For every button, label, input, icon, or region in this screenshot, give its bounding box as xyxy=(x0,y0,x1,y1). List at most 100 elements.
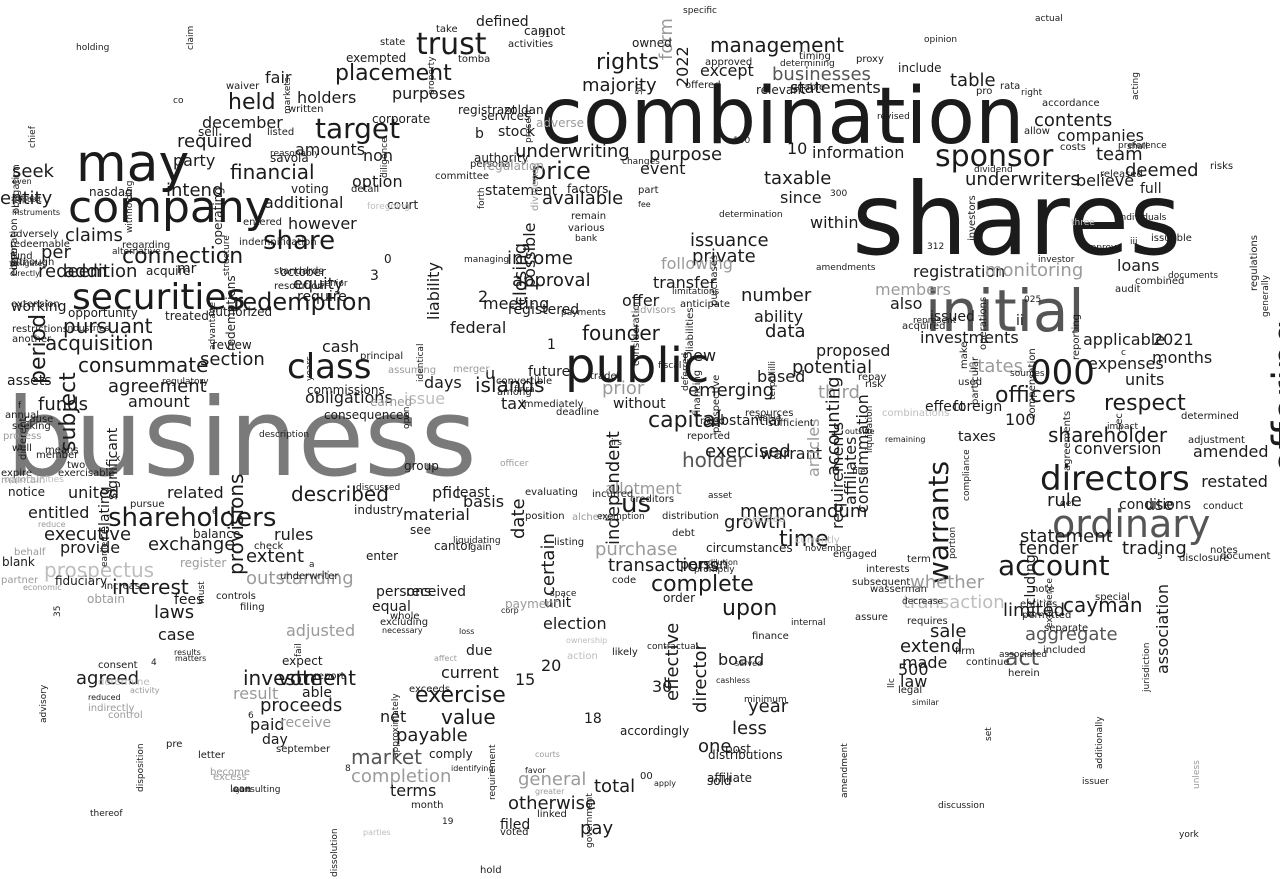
word-35: 35 xyxy=(53,605,63,617)
word-code: code xyxy=(612,575,637,586)
word-liquidating: liquidating xyxy=(453,536,501,546)
word-offering: offering xyxy=(1265,319,1280,474)
word-held: held xyxy=(228,90,276,115)
word-prior: prior xyxy=(602,378,645,399)
word-audit: audit xyxy=(1115,284,1141,295)
word-approximately: approximately xyxy=(391,693,401,759)
word-opportunity: opportunity xyxy=(68,306,138,320)
word-requires: requires xyxy=(907,616,948,627)
word-deposit: deposit xyxy=(12,195,42,204)
word-data: data xyxy=(765,321,806,342)
word-costs: costs xyxy=(1060,142,1086,153)
word-laws: laws xyxy=(154,602,195,623)
word-results: results xyxy=(174,648,201,657)
word-earlier: earlier xyxy=(100,537,110,567)
word-property: property xyxy=(427,56,437,96)
word-shareholder: shareholder xyxy=(1048,423,1168,447)
word-authority: authority xyxy=(474,151,529,165)
word-written: written xyxy=(288,104,324,115)
word-likely: likely xyxy=(612,647,638,658)
word-voted: voted xyxy=(500,827,529,838)
word-present: present xyxy=(524,108,534,143)
word-total: total xyxy=(594,776,636,797)
word-company: company xyxy=(68,182,271,233)
word-unable: unable xyxy=(791,82,826,93)
word-apply: apply xyxy=(654,779,677,788)
word-firm: firm xyxy=(955,646,975,657)
word-unless: unless xyxy=(1192,760,1202,790)
word-persons: persons xyxy=(376,584,432,600)
word-years: years xyxy=(305,356,315,381)
word-combination: combination xyxy=(540,72,1025,162)
word-loss: loss xyxy=(459,627,475,636)
word-additionally: additionally xyxy=(1095,716,1105,769)
word-also: also xyxy=(890,294,923,313)
word-favor: favor xyxy=(525,766,546,775)
word-repay: repay xyxy=(858,372,887,383)
word-extent: extent xyxy=(246,546,305,567)
word-potential: potential xyxy=(792,357,873,378)
word-less: less xyxy=(732,718,767,739)
word-nasdaq: nasdaq xyxy=(89,185,133,199)
word-assure: assure xyxy=(855,612,888,623)
word-united: united xyxy=(68,483,119,502)
word-statement: statement xyxy=(1020,526,1113,547)
word-entity: entity xyxy=(0,188,53,209)
word-include: include xyxy=(898,61,942,75)
word-applicable: applicable xyxy=(1083,330,1166,349)
word-required: required xyxy=(177,131,253,152)
word-6: 6 xyxy=(248,711,254,721)
word-underwriter: underwriter xyxy=(280,571,339,582)
word-well: well xyxy=(12,443,32,454)
word-another: another xyxy=(12,334,52,345)
word-pursuant: pursuant xyxy=(63,314,153,338)
word-paid: paid xyxy=(250,715,285,734)
word-officers: officers xyxy=(995,383,1076,408)
word-october: october xyxy=(280,265,326,279)
word-acquisition: acquisition xyxy=(45,331,154,355)
word-500: 500 xyxy=(898,660,929,679)
word-received: received xyxy=(406,584,467,600)
word-allotment: allotment xyxy=(605,479,682,498)
word-register: register xyxy=(180,556,227,570)
word-distributions: distributions xyxy=(708,748,783,762)
word-principal: principal xyxy=(360,351,404,362)
word-preference: preference xyxy=(1118,141,1167,151)
word-defined: defined xyxy=(476,14,529,30)
word-means: means xyxy=(45,445,79,456)
word-islands: islands xyxy=(475,373,545,397)
word-0: 0 xyxy=(384,252,392,266)
word-listed: listed xyxy=(267,127,295,138)
word-commissions: commissions xyxy=(307,383,385,397)
word-upon: upon xyxy=(722,596,778,621)
word-specific: specific xyxy=(683,6,718,16)
word-state: state xyxy=(380,37,406,48)
word-warrants: warrants xyxy=(922,461,955,585)
word-issuance: issuance xyxy=(690,230,769,251)
word-table: table xyxy=(950,70,996,91)
word-provide: provide xyxy=(60,538,121,557)
word-courts: courts xyxy=(535,750,560,759)
word-extend: extend xyxy=(900,636,963,657)
word-10: 10 xyxy=(787,139,808,158)
word-capital: capital xyxy=(648,408,722,433)
word-monitoring: monitoring xyxy=(985,260,1084,281)
word-majority: majority xyxy=(582,75,657,96)
word-exceeds: exceeds xyxy=(409,684,451,695)
word-terpollilli: terpollilli xyxy=(768,361,778,401)
word-management: management xyxy=(710,33,844,57)
word-cantor: cantor xyxy=(434,539,473,553)
word-30: 30 xyxy=(652,677,673,696)
word-interest: interest xyxy=(112,575,189,599)
word-payment: payment xyxy=(505,597,559,611)
word-corp: corp xyxy=(501,606,519,615)
word-expenses: expenses xyxy=(1088,354,1164,373)
word-standards: standards xyxy=(274,266,324,277)
word-december: december xyxy=(202,113,283,132)
word-special: special xyxy=(1095,592,1130,603)
word-amended: amended xyxy=(1193,442,1269,461)
word-liability: liability xyxy=(424,262,443,321)
word-alchemy: alchemy xyxy=(572,512,615,523)
word-financial: financial xyxy=(230,160,315,184)
word-necessary: necessary xyxy=(382,626,423,635)
